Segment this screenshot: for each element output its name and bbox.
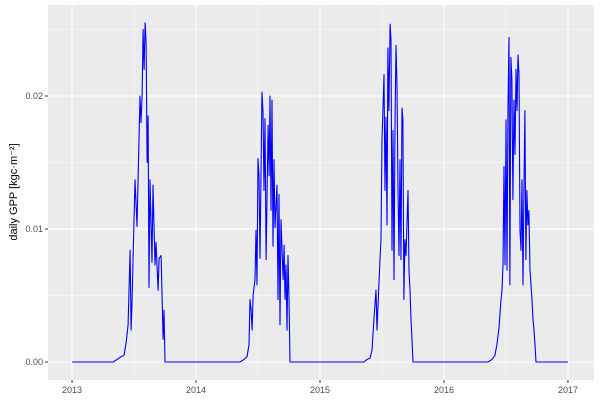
x-tick-label: 2013: [62, 385, 82, 395]
x-tick-label: 2017: [558, 385, 578, 395]
y-tick-label: 0.01: [25, 224, 43, 234]
y-tick-label: 0.02: [25, 91, 43, 101]
gpp-series-line: [72, 22, 568, 363]
y-axis-label: daily GPP [kgc·m⁻²]: [8, 143, 20, 240]
x-tick-label: 2016: [434, 385, 454, 395]
x-tick-label: 2015: [310, 385, 330, 395]
y-tick-label: 0.00: [25, 357, 43, 367]
axes: 2013 2014 2015 2016 2017 0.00 0.01 0.02: [25, 91, 578, 395]
x-tick-label: 2014: [186, 385, 206, 395]
panel-background: [48, 5, 594, 380]
